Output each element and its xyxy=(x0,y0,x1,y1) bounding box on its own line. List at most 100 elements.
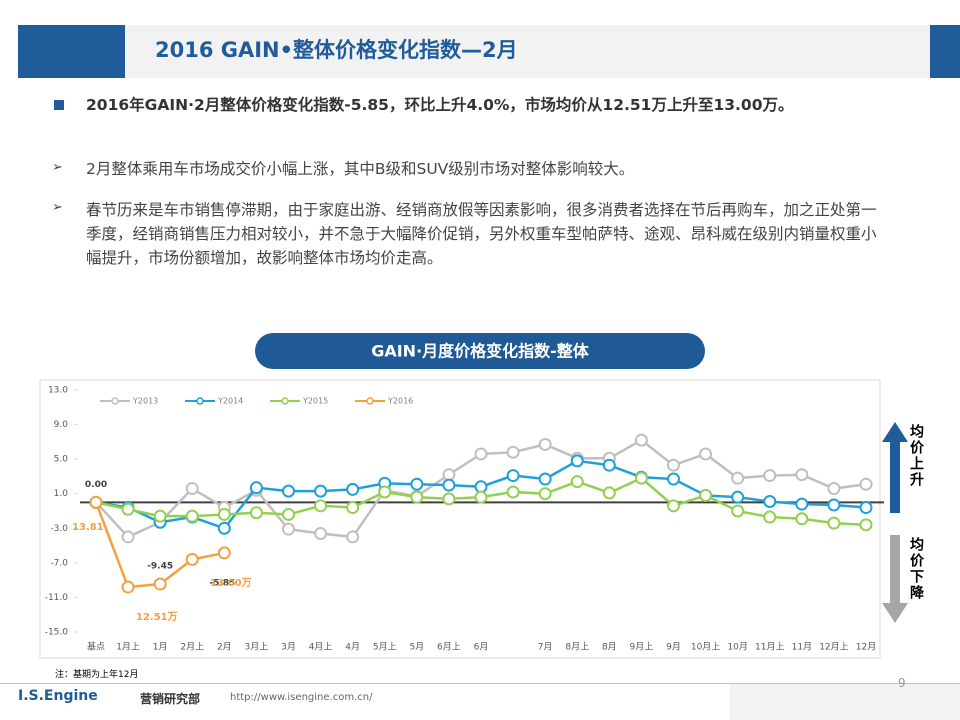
x-tick-label: 12月 xyxy=(856,642,876,653)
footer-brand: I.S.Engine xyxy=(18,688,98,704)
point xyxy=(667,472,680,486)
point xyxy=(859,501,873,515)
point xyxy=(249,481,263,495)
x-tick-label: 3月上 xyxy=(245,642,269,653)
header-block xyxy=(18,25,125,78)
side-label: 均价上升 xyxy=(908,424,924,488)
y-tick-label: 1.0 xyxy=(54,489,69,499)
point xyxy=(346,482,360,496)
y-tick-label: -3.0 xyxy=(50,524,68,534)
point xyxy=(506,469,520,483)
legend-marker xyxy=(281,397,289,405)
chart-title: GAIN·月度价格变化指数-整体 xyxy=(371,342,590,361)
point xyxy=(570,475,584,489)
point xyxy=(506,485,520,499)
legend-marker xyxy=(111,397,119,405)
y-tick-label: -15.0 xyxy=(45,628,69,638)
point xyxy=(859,518,873,532)
annotation: 13.81 xyxy=(72,522,104,533)
point xyxy=(89,495,103,509)
data-label: -5.85 xyxy=(209,578,235,588)
x-tick-label: 5月 xyxy=(409,642,424,653)
point xyxy=(538,437,552,451)
x-tick-label: 4月 xyxy=(345,642,360,653)
point xyxy=(282,522,295,536)
point xyxy=(634,433,648,447)
header-band xyxy=(125,25,930,78)
y-tick-label: 9.0 xyxy=(54,420,69,430)
point xyxy=(346,530,360,544)
point xyxy=(410,477,424,491)
point xyxy=(314,499,328,513)
point xyxy=(602,458,616,472)
point xyxy=(282,507,295,521)
x-tick-label: 5月上 xyxy=(373,642,397,653)
footer-line xyxy=(0,683,960,684)
point xyxy=(763,469,777,483)
point xyxy=(442,492,456,506)
point xyxy=(859,477,873,491)
x-tick-label: 基点 xyxy=(87,641,105,653)
data-label: 0.00 xyxy=(85,480,107,490)
point xyxy=(121,530,135,544)
point xyxy=(538,487,552,501)
point xyxy=(763,510,777,524)
point xyxy=(795,512,809,526)
x-tick-label: 9月上 xyxy=(630,642,654,653)
x-tick-label: 11月 xyxy=(792,642,812,653)
y-tick-label: -7.0 xyxy=(50,558,68,568)
point xyxy=(667,458,680,472)
header-block xyxy=(930,25,960,78)
bullet-square xyxy=(54,100,64,110)
point xyxy=(249,506,263,520)
point xyxy=(282,484,295,498)
bullet-text: 2月整体乘用车市场成交价小幅上涨，其中B级和SUV级别市场对整体影响较大。 xyxy=(86,160,635,178)
point xyxy=(506,445,520,459)
point xyxy=(378,485,392,499)
up-arrow xyxy=(882,422,908,513)
y-tick-label: -11.0 xyxy=(45,593,69,603)
point xyxy=(699,488,713,502)
point xyxy=(827,516,841,530)
annotation: 12.51万 xyxy=(136,611,178,623)
point xyxy=(795,468,809,482)
bullet-arrow: ➢ xyxy=(52,200,63,215)
footer-band xyxy=(730,684,960,720)
point xyxy=(217,546,231,560)
point xyxy=(763,494,777,508)
point xyxy=(699,447,713,461)
chart-title-pill xyxy=(255,333,705,369)
x-tick-label: 6月上 xyxy=(437,642,461,653)
point xyxy=(410,490,424,504)
x-tick-label: 8月 xyxy=(602,642,617,653)
down-arrow xyxy=(882,535,908,623)
x-tick-label: 2月上 xyxy=(180,642,204,653)
point xyxy=(442,468,456,482)
chart-note: 注：基期为上年12月 xyxy=(55,670,139,680)
legend-label: Y2015 xyxy=(302,397,328,406)
point xyxy=(634,471,648,485)
y-tick-label: 5.0 xyxy=(54,455,69,465)
point xyxy=(121,580,135,594)
point xyxy=(731,471,745,485)
x-tick-label: 4月上 xyxy=(309,642,333,653)
point xyxy=(731,504,745,518)
legend-label: Y2016 xyxy=(387,397,413,406)
x-tick-label: 12月上 xyxy=(819,642,848,653)
x-tick-label: 6月 xyxy=(474,642,489,653)
legend-label: Y2014 xyxy=(217,397,243,406)
point xyxy=(474,490,488,504)
data-label: -9.45 xyxy=(147,562,173,572)
y-tick-label: 13.0 xyxy=(48,386,68,396)
point xyxy=(185,509,199,523)
point xyxy=(314,526,328,540)
bullet-text: 春节历来是车市销售停滞期，由于家庭出游、经销商放假等因素影响，很多消费者选择在节… xyxy=(86,201,877,267)
x-tick-label: 1月 xyxy=(153,642,168,653)
point xyxy=(153,509,167,523)
page-number: 9 xyxy=(898,676,906,690)
x-tick-label: 9月 xyxy=(666,642,681,653)
x-tick-label: 2月 xyxy=(217,642,232,653)
point xyxy=(474,447,488,461)
point xyxy=(121,502,135,516)
